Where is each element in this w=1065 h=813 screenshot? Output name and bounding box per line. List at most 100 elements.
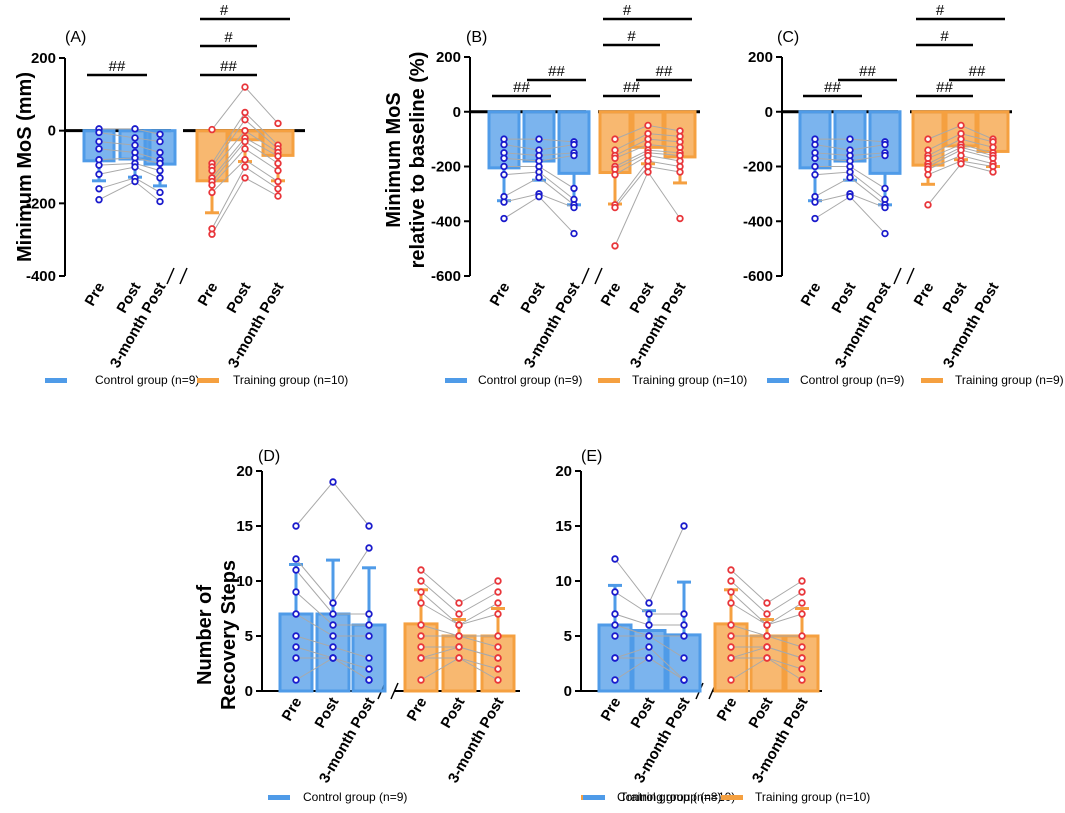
significance-label: ## bbox=[969, 63, 986, 80]
data-point bbox=[365, 544, 373, 552]
subject-line bbox=[614, 525, 685, 604]
data-point bbox=[131, 134, 139, 142]
data-point bbox=[676, 214, 684, 223]
data-point bbox=[417, 588, 425, 596]
data-point bbox=[241, 137, 249, 146]
data-point bbox=[494, 654, 502, 662]
x-category-label: Pre bbox=[279, 695, 306, 724]
data-point bbox=[417, 577, 425, 585]
data-point bbox=[208, 188, 216, 197]
subject-line bbox=[503, 195, 575, 234]
axis-break-mark bbox=[166, 267, 175, 285]
data-point bbox=[644, 168, 652, 176]
data-point bbox=[292, 643, 300, 651]
y-axis-label-line: relative to baseline (%) bbox=[407, 52, 429, 269]
y-tick-label: -200 bbox=[431, 159, 461, 176]
data-point bbox=[535, 192, 543, 201]
data-point bbox=[881, 184, 889, 193]
data-point bbox=[957, 160, 965, 168]
data-point bbox=[131, 177, 139, 186]
data-point bbox=[611, 610, 619, 618]
subject-line bbox=[614, 170, 681, 247]
data-point bbox=[798, 676, 806, 684]
data-point bbox=[455, 632, 463, 640]
data-point bbox=[611, 676, 619, 684]
legend-swatch bbox=[921, 378, 943, 383]
y-tick-label: 200 bbox=[436, 49, 461, 66]
legend-label: Control group (n=9) bbox=[478, 373, 582, 387]
y-tick-label: 5 bbox=[245, 628, 253, 645]
x-category-label: Post bbox=[626, 280, 657, 317]
y-tick-label: 0 bbox=[765, 104, 773, 121]
data-point bbox=[131, 141, 139, 149]
significance-label: # bbox=[936, 2, 945, 19]
data-point bbox=[208, 125, 216, 134]
data-point bbox=[241, 83, 249, 91]
data-point bbox=[727, 621, 735, 629]
data-point bbox=[494, 632, 502, 640]
y-axis-label: Minimum MoS (mm) bbox=[14, 72, 36, 262]
data-point bbox=[500, 140, 508, 149]
data-point bbox=[95, 145, 103, 153]
data-point bbox=[494, 610, 502, 618]
y-axis-label-line: Minimum MoS bbox=[383, 92, 405, 228]
y-tick-label: 200 bbox=[31, 50, 56, 67]
data-point bbox=[798, 588, 806, 596]
data-point bbox=[798, 654, 806, 662]
data-point bbox=[208, 230, 216, 238]
data-point bbox=[365, 654, 373, 662]
significance-label: # bbox=[940, 28, 949, 45]
data-point bbox=[329, 621, 337, 629]
y-axis-label-line: Number of bbox=[194, 585, 216, 685]
x-category-label: Pre bbox=[911, 280, 938, 309]
data-point bbox=[329, 654, 337, 662]
significance-label: ## bbox=[824, 79, 841, 96]
data-point bbox=[846, 173, 854, 182]
y-axis-label-line: Minimum MoS (mm) bbox=[14, 72, 36, 262]
data-point bbox=[274, 159, 282, 168]
data-point bbox=[500, 171, 508, 179]
x-category-label: Pre bbox=[598, 695, 625, 724]
data-point bbox=[727, 566, 735, 574]
data-point bbox=[95, 185, 103, 193]
data-point bbox=[95, 161, 103, 169]
y-tick-label: 200 bbox=[748, 49, 773, 66]
subject-line bbox=[295, 481, 370, 527]
data-point bbox=[365, 676, 373, 684]
data-point bbox=[329, 478, 337, 486]
significance-label: ## bbox=[623, 79, 640, 96]
legend-label: Control group (n=9) bbox=[303, 790, 407, 804]
data-point bbox=[798, 632, 806, 640]
data-point bbox=[680, 676, 688, 684]
data-point bbox=[417, 654, 425, 662]
x-category-label: Post bbox=[311, 695, 342, 732]
legend-label: Control group (n=8) bbox=[617, 790, 721, 804]
data-point bbox=[570, 151, 578, 160]
data-point bbox=[365, 632, 373, 640]
data-point bbox=[645, 654, 653, 662]
data-point bbox=[241, 108, 249, 117]
data-point bbox=[846, 135, 854, 143]
data-point bbox=[611, 203, 619, 212]
data-point bbox=[957, 121, 965, 130]
data-point bbox=[727, 577, 735, 585]
data-point bbox=[989, 168, 997, 176]
y-tick-label: -400 bbox=[26, 268, 56, 285]
data-point bbox=[611, 621, 619, 629]
data-point bbox=[645, 632, 653, 640]
data-point bbox=[417, 643, 425, 651]
data-point bbox=[846, 192, 854, 201]
data-point bbox=[274, 177, 282, 186]
legend-swatch bbox=[445, 378, 467, 383]
data-point bbox=[811, 154, 819, 162]
data-point bbox=[811, 214, 819, 223]
data-point bbox=[535, 135, 543, 143]
y-tick-label: 0 bbox=[564, 683, 572, 700]
data-point bbox=[676, 168, 684, 176]
legend-label: Training group (n=9) bbox=[955, 373, 1064, 387]
y-axis-label-line: Recovery Steps bbox=[218, 560, 240, 710]
data-point bbox=[274, 185, 282, 193]
significance-label: # bbox=[220, 2, 229, 19]
